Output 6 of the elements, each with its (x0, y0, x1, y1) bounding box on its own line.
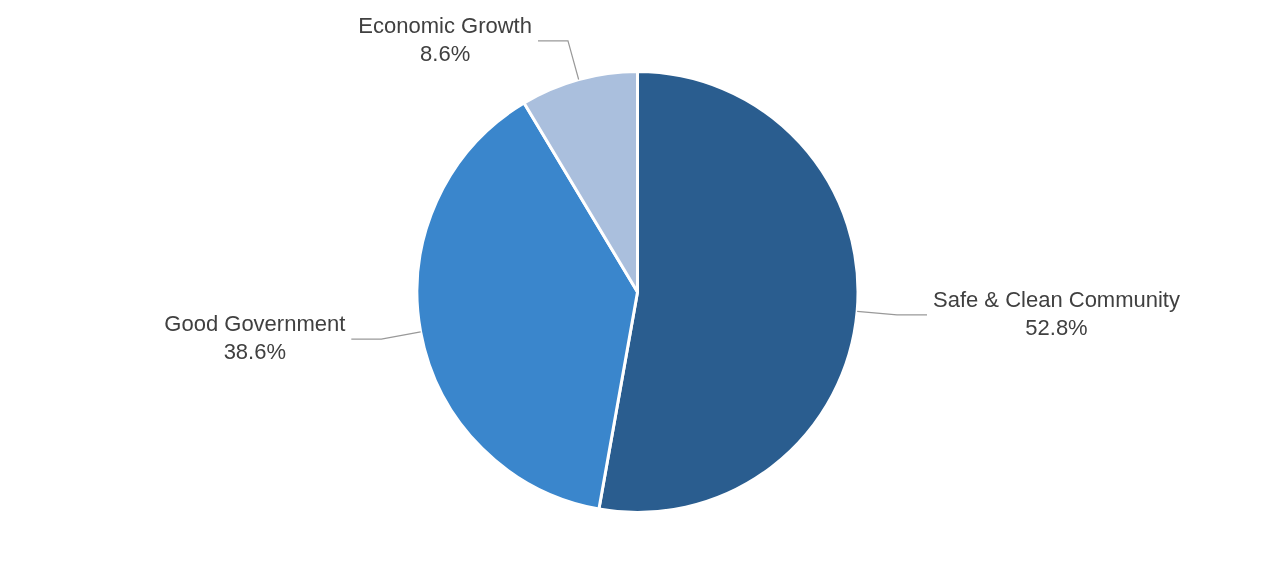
data-label: 8.6% (420, 41, 471, 67)
slice-label: Economic Growth (358, 13, 532, 39)
slice-label: Safe & Clean Community (932, 286, 1180, 312)
data-label: 52.8% (1025, 314, 1088, 340)
data-label: 38.6% (223, 339, 287, 365)
slice-label: Good Government (164, 311, 346, 337)
